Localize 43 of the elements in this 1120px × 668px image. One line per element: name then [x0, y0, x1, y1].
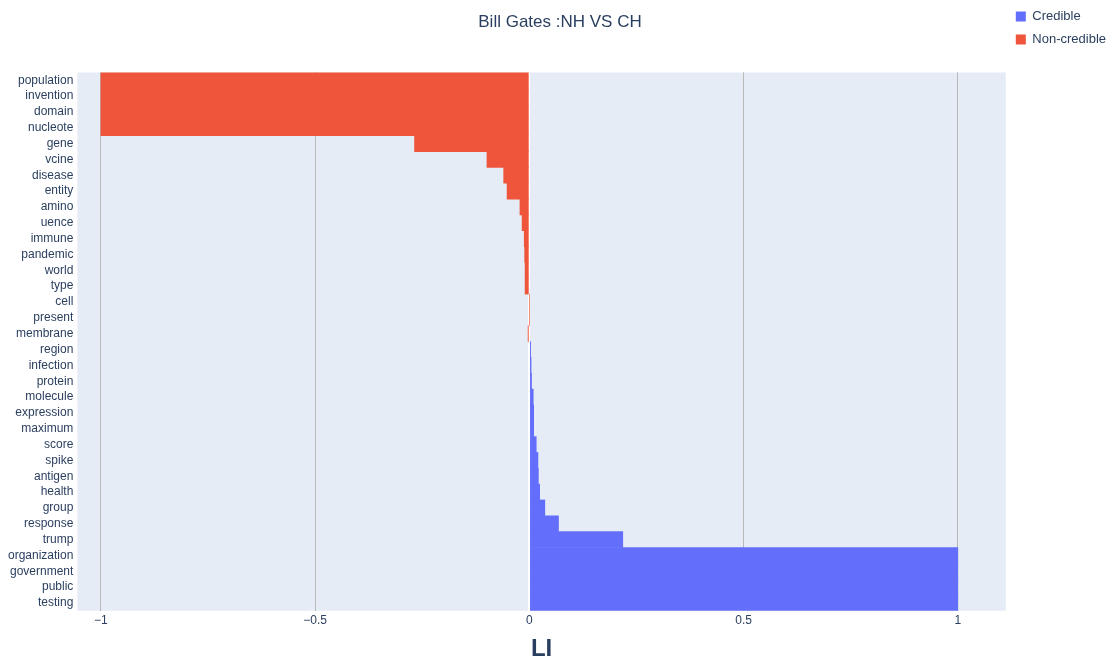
- y-tick-label: uence: [40, 215, 74, 230]
- chart-title: Bill Gates :NH VS CH: [478, 11, 642, 31]
- x-tick-label: 0.5: [735, 613, 753, 628]
- legend-label: Credible: [1032, 8, 1081, 24]
- y-tick-label: organization: [7, 547, 74, 562]
- y-tick-label: antigen: [34, 468, 74, 483]
- y-tick-label: maximum: [21, 421, 74, 436]
- y-tick-label: region: [40, 341, 74, 356]
- y-tick-label: molecule: [25, 389, 74, 404]
- y-tick-label: membrane: [16, 325, 74, 340]
- y-tick-label: invention: [25, 88, 74, 103]
- y-tick-label: nucleote: [28, 120, 74, 135]
- x-tick-label: −1: [94, 613, 109, 628]
- y-tick-label: response: [24, 516, 74, 531]
- y-tick-label: vcine: [45, 151, 74, 166]
- x-tick-label: 1: [954, 613, 962, 628]
- x-axis-title: LI: [530, 634, 553, 662]
- y-tick-label: health: [40, 484, 74, 499]
- y-tick-label: entity: [44, 183, 74, 198]
- y-tick-label: domain: [34, 104, 74, 119]
- x-tick-label: −0.5: [303, 613, 328, 628]
- y-tick-label: spike: [45, 452, 74, 467]
- y-tick-label: gene: [46, 135, 74, 150]
- y-tick-label: pandemic: [21, 246, 74, 261]
- y-tick-label: world: [43, 262, 74, 277]
- y-tick-label: group: [42, 500, 74, 515]
- legend-label: Non-credible: [1032, 31, 1106, 47]
- y-tick-label: score: [44, 436, 74, 451]
- y-tick-label: amino: [40, 199, 74, 214]
- y-tick-label: public: [42, 579, 74, 594]
- y-tick-label: protein: [36, 373, 74, 388]
- y-tick-label: testing: [38, 595, 74, 610]
- y-tick-label: government: [10, 563, 75, 578]
- x-tick-label: 0: [526, 613, 534, 628]
- y-tick-label: immune: [30, 230, 74, 245]
- y-tick-label: cell: [55, 294, 74, 309]
- y-tick-label: trump: [42, 531, 74, 546]
- y-tick-label: population: [17, 72, 74, 87]
- y-tick-label: disease: [32, 167, 74, 182]
- y-tick-label: present: [33, 310, 75, 325]
- y-tick-label: type: [50, 278, 74, 293]
- y-tick-label: expression: [15, 405, 74, 420]
- y-tick-label: infection: [28, 357, 74, 372]
